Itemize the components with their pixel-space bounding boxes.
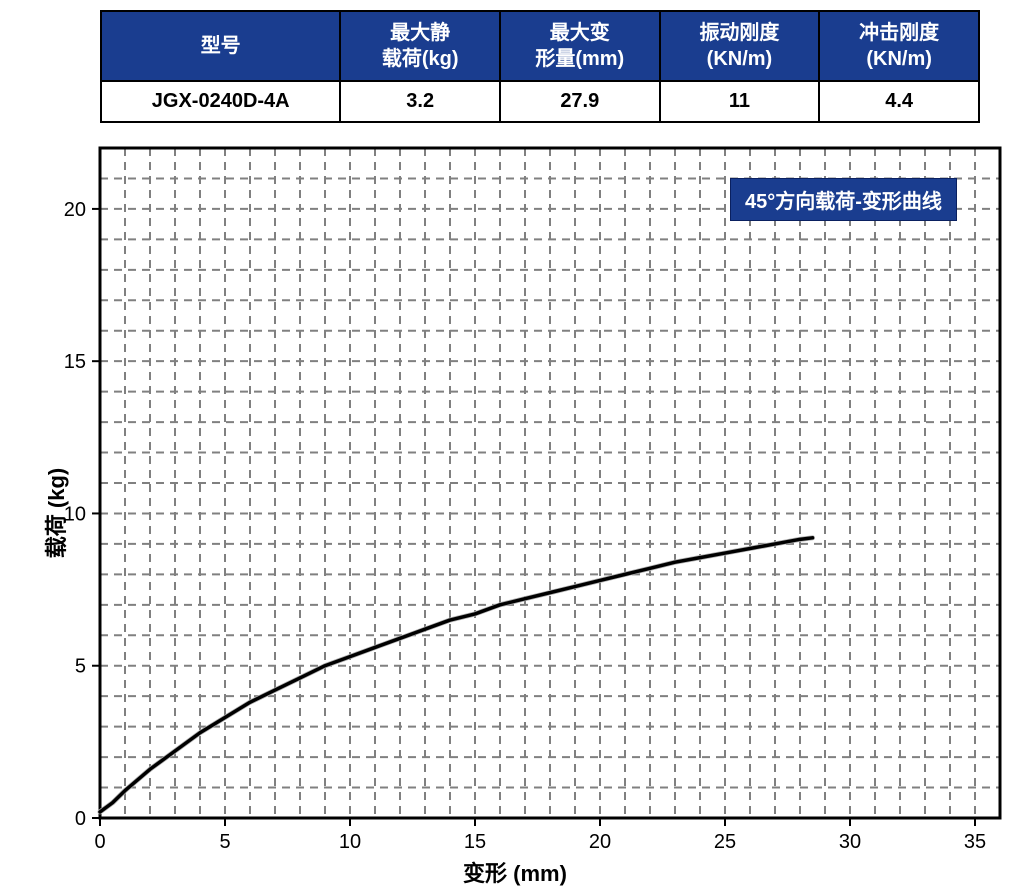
svg-text:20: 20: [64, 199, 86, 221]
svg-text:30: 30: [839, 831, 861, 853]
header-vibration-stiffness: 振动刚度 (KN/m): [660, 11, 820, 81]
svg-text:15: 15: [464, 831, 486, 853]
header-label-l1: 最大变: [550, 22, 610, 44]
header-impact-stiffness: 冲击刚度 (KN/m): [819, 11, 979, 81]
svg-text:5: 5: [219, 831, 230, 853]
table-header-row: 型号 最大静 载荷(kg) 最大变 形量(mm) 振动刚度 (KN/m) 冲击刚…: [101, 11, 979, 81]
cell-max-static-load: 3.2: [340, 81, 500, 122]
chart-title: 45°方向载荷-变形曲线: [745, 191, 942, 213]
specification-table: 型号 最大静 载荷(kg) 最大变 形量(mm) 振动刚度 (KN/m) 冲击刚…: [100, 10, 980, 123]
svg-text:35: 35: [964, 831, 986, 853]
header-label-l1: 最大静: [390, 22, 450, 44]
svg-text:20: 20: [589, 831, 611, 853]
cell-max-deformation: 27.9: [500, 81, 660, 122]
svg-text:5: 5: [75, 656, 86, 678]
svg-text:0: 0: [94, 831, 105, 853]
x-axis-label: 变形 (mm): [463, 856, 567, 888]
cell-model: JGX-0240D-4A: [101, 81, 340, 122]
header-label-l1: 振动刚度: [699, 22, 779, 44]
cell-vibration-stiffness: 11: [660, 81, 820, 122]
header-model: 型号: [101, 11, 340, 81]
chart-title-box: 45°方向载荷-变形曲线: [730, 178, 957, 221]
chart-svg: 0510152025303505101520: [20, 138, 1010, 888]
header-label-l2: (KN/m): [866, 48, 932, 70]
header-label-l2: 形量(mm): [535, 48, 624, 70]
table-row: JGX-0240D-4A 3.2 27.9 11 4.4: [101, 81, 979, 122]
load-deformation-chart: 载荷 (kg) 变形 (mm) 0510152025303505101520 4…: [20, 138, 1010, 888]
cell-impact-stiffness: 4.4: [819, 81, 979, 122]
header-label-l2: 载荷(kg): [382, 48, 459, 70]
header-max-static-load: 最大静 载荷(kg): [340, 11, 500, 81]
header-label-l2: (KN/m): [707, 48, 773, 70]
header-label-l1: 冲击刚度: [859, 22, 939, 44]
svg-text:15: 15: [64, 351, 86, 373]
header-max-deformation: 最大变 形量(mm): [500, 11, 660, 81]
svg-text:10: 10: [339, 831, 361, 853]
svg-text:0: 0: [75, 808, 86, 830]
y-axis-label: 载荷 (kg): [39, 468, 71, 558]
svg-text:25: 25: [714, 831, 736, 853]
header-label: 型号: [201, 35, 241, 57]
